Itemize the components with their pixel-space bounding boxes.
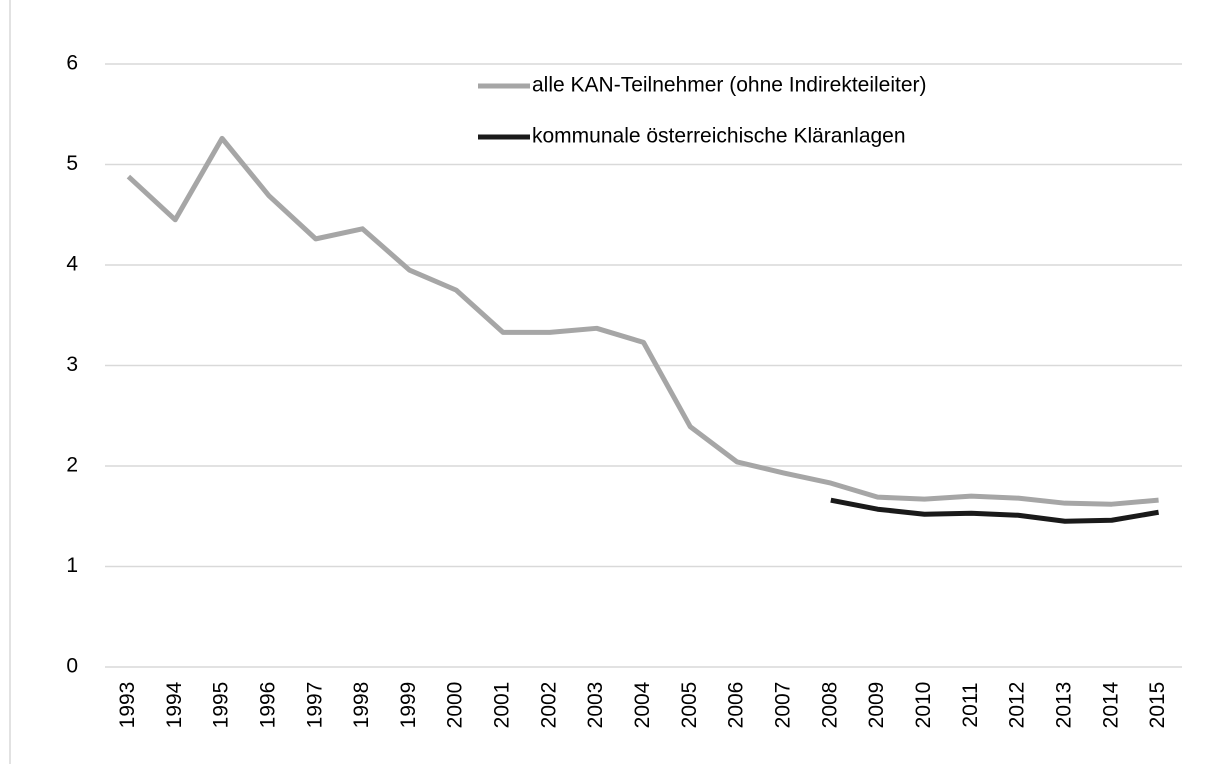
y-tick-label: 1 [66,554,78,577]
x-tick-label: 1998 [350,682,373,729]
x-tick-label: 2007 [772,682,795,729]
y-tick-label: 5 [66,152,78,175]
x-tick-label: 2008 [818,682,841,729]
x-tick-label: 2010 [912,682,935,729]
x-tick-label: 2006 [725,682,748,729]
y-tick-label: 6 [66,52,78,75]
series-line [830,497,1160,524]
x-tick-label: 1996 [256,682,279,729]
x-tick-label: 2013 [1052,682,1075,729]
x-tick-label: 1993 [116,682,139,729]
y-tick-label: 0 [66,655,78,678]
x-tick-label: 2009 [865,682,888,729]
y-tick-label: 2 [66,454,78,477]
x-tick-label: 1997 [303,682,326,729]
y-tick-label: 3 [66,353,78,376]
legend-label: alle KAN-Teilnehmer (ohne Indirekteileit… [532,74,927,97]
x-tick-label: 2015 [1146,682,1169,729]
x-tick-label: 2004 [631,681,654,728]
x-tick-label: 2001 [491,682,514,729]
x-tick-label: 2011 [959,682,982,727]
x-tick-label: 2014 [1099,681,1122,728]
x-tick-label: 1995 [210,682,233,729]
legend-label: kommunale österreichische Kläranlagen [532,125,906,148]
x-tick-label: 2012 [1006,682,1029,729]
x-tick-label: 2005 [678,682,701,729]
chart-frame [9,0,11,764]
y-tick-label: 4 [66,253,78,276]
x-tick-label: 2003 [584,682,607,729]
x-tick-label: 2002 [537,682,560,729]
series-line [126,135,1159,507]
x-tick-label: 1999 [397,682,420,729]
x-tick-label: 1994 [163,681,186,728]
x-tick-label: 2000 [444,682,467,729]
